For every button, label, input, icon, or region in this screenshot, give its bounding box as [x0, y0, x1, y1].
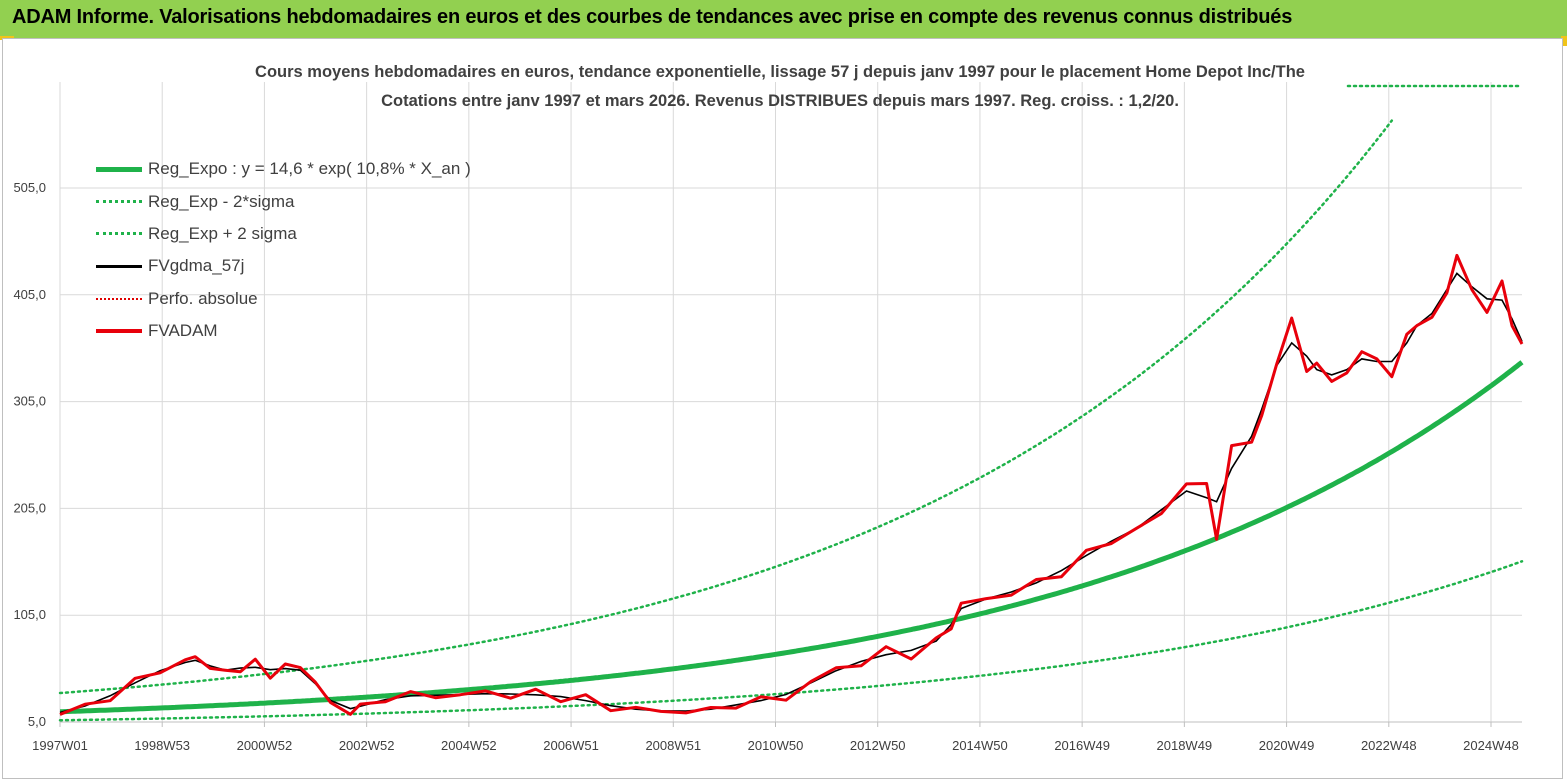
legend-item-fvgdma: FVgdma_57j	[96, 250, 471, 282]
legend-item-perfo: Perfo. absolue	[96, 283, 471, 315]
y-tick-label: 305,0	[13, 394, 46, 409]
x-tick-label: 2020W49	[1259, 738, 1315, 753]
corner-marker-right	[1561, 36, 1567, 46]
legend-label-reg-plus: Reg_Exp + 2 sigma	[148, 223, 297, 243]
legend-label-fvadam: FVADAM	[148, 321, 218, 341]
series-reg-expo	[60, 360, 1524, 715]
y-tick-label: 105,0	[13, 607, 46, 622]
legend-label-reg-expo: Reg_Expo : y = 14,6 * exp( 10,8% * X_an …	[148, 159, 471, 179]
legend-swatch-perfo	[96, 297, 142, 300]
y-tick-label: 5,0	[28, 714, 46, 729]
legend-item-reg-expo: Reg_Expo : y = 14,6 * exp( 10,8% * X_an …	[96, 153, 471, 185]
report-banner: ADAM Informe. Valorisations hebdomadaire…	[0, 0, 1567, 38]
legend-item-reg-plus: Reg_Exp + 2 sigma	[96, 218, 471, 250]
legend-swatch-fvgdma	[96, 264, 142, 268]
report-title: ADAM Informe. Valorisations hebdomadaire…	[12, 6, 1293, 28]
x-tick-label: 2004W52	[441, 738, 497, 753]
x-tick-label: 2012W50	[850, 738, 906, 753]
x-tick-label: 2008W51	[645, 738, 701, 753]
chart-subtitle: Cotations entre janv 1997 et mars 2026. …	[381, 92, 1179, 110]
series-group	[58, 84, 1524, 722]
legend-item-fvadam: FVADAM	[96, 315, 471, 347]
legend-label-perfo: Perfo. absolue	[148, 288, 258, 308]
x-tick-label: 2006W51	[543, 738, 599, 753]
legend-swatch-reg-plus	[96, 232, 142, 236]
legend-swatch-fvadam	[96, 329, 142, 334]
x-tick-label: 2022W48	[1361, 738, 1417, 753]
x-tick-label: 2024W48	[1463, 738, 1519, 753]
series-reg-plus-2sigma	[58, 119, 1394, 695]
x-tick-label: 1997W01	[32, 738, 88, 753]
x-tick-label: 2000W52	[237, 738, 293, 753]
legend-swatch-reg-expo	[96, 166, 142, 172]
legend-item-reg-minus: Reg_Exp - 2*sigma	[96, 185, 471, 217]
chart-title: Cours moyens hebdomadaires en euros, ten…	[255, 63, 1305, 81]
legend-label-fvgdma: FVgdma_57j	[148, 256, 245, 276]
legend-swatch-reg-minus	[96, 200, 142, 204]
x-tick-label: 2016W49	[1054, 738, 1110, 753]
y-tick-label: 205,0	[13, 500, 46, 515]
y-tick-label: 405,0	[13, 287, 46, 302]
x-tick-label: 2010W50	[748, 738, 804, 753]
y-axis-ticks: 5,0 105,0 205,0 305,0 405,0 505,0	[13, 180, 46, 729]
y-tick-label: 505,0	[13, 180, 46, 195]
grid-lines	[59, 82, 1522, 727]
x-axis-ticks: 1997W01 1998W53 2000W52 2002W52 2004W52 2006W…	[32, 738, 1519, 753]
chart-legend: Reg_Expo : y = 14,6 * exp( 10,8% * X_an …	[96, 153, 471, 347]
x-tick-label: 2018W49	[1157, 738, 1213, 753]
legend-label-reg-minus: Reg_Exp - 2*sigma	[148, 191, 295, 211]
x-tick-label: 2002W52	[339, 738, 395, 753]
x-tick-label: 2014W50	[952, 738, 1008, 753]
series-fvadam	[59, 253, 1524, 716]
x-tick-label: 1998W53	[134, 738, 190, 753]
